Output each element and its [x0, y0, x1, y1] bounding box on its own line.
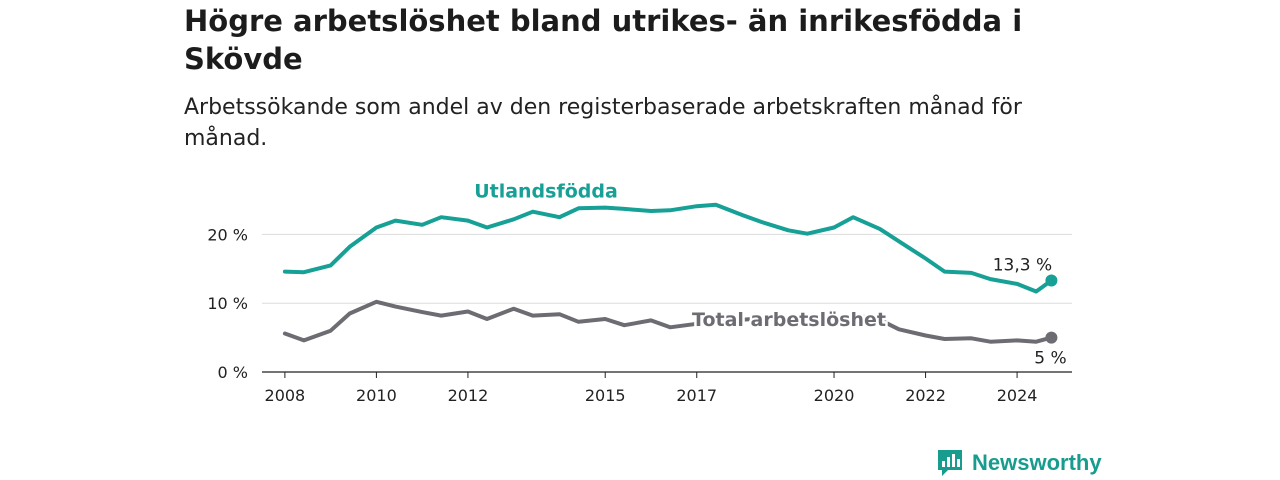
newsworthy-logo: Newsworthy — [936, 448, 1102, 478]
gridlines — [262, 233, 1072, 304]
x-tick-label: 2022 — [905, 386, 946, 405]
series-end-marker — [1045, 274, 1058, 287]
series-end-label: 13,3 % — [993, 255, 1052, 275]
x-tick-label: 2010 — [356, 386, 397, 405]
x-tick-label: 2024 — [997, 386, 1038, 405]
chart-title: Högre arbetslöshet bland utrikes- än inr… — [184, 4, 1023, 76]
x-tick-label: 2020 — [814, 386, 855, 405]
x-axis: 2008 2010 2012 2015 2017 2020 2022 2024 — [262, 371, 1072, 405]
series-line — [282, 299, 1054, 344]
series-lines — [282, 202, 1058, 344]
x-tick-label: 2015 — [585, 386, 626, 405]
series-labels: Utlandsfödda 13,3 % Total arbetslöshet 5 % — [472, 178, 1069, 370]
bar-chart-speech-bubble-icon — [938, 450, 962, 476]
x-tick-label: 2017 — [676, 386, 717, 405]
y-tick-label: 10 % — [207, 294, 248, 313]
line-chart: 0 % 10 % 20 % 2008 2010 2012 2015 2017 2020 2022… — [207, 178, 1072, 405]
x-tick-label: 2008 — [265, 386, 306, 405]
series-end-marker — [1045, 331, 1058, 344]
y-tick-label: 0 % — [218, 363, 248, 382]
y-tick-label: 20 % — [207, 225, 248, 244]
x-tick-label: 2012 — [448, 386, 489, 405]
series-name-label: Utlandsfödda — [474, 181, 618, 203]
series-end-label: 5 % — [1034, 349, 1066, 369]
brand-name: Newsworthy — [972, 450, 1102, 475]
chart-subtitle: Arbetssökande som andel av den registerb… — [184, 95, 1022, 151]
y-axis-labels: 0 % 10 % 20 % — [207, 225, 248, 382]
series-name-label: Total arbetslöshet — [692, 309, 886, 331]
series-line — [282, 202, 1054, 294]
